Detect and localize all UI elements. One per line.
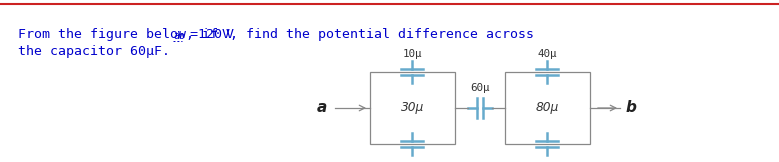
Text: the capacitor 60μF.: the capacitor 60μF. xyxy=(18,45,170,58)
Bar xyxy=(370,72,455,144)
Text: b: b xyxy=(626,100,637,116)
Text: From the figure below, if V: From the figure below, if V xyxy=(18,28,234,41)
Bar xyxy=(505,72,590,144)
Text: 10μ: 10μ xyxy=(403,49,422,59)
Text: ab: ab xyxy=(173,31,185,41)
Text: =120V, find the potential difference across: =120V, find the potential difference acr… xyxy=(182,28,534,41)
Text: a: a xyxy=(317,100,327,116)
Text: 80μ: 80μ xyxy=(536,102,559,115)
Text: 30μ: 30μ xyxy=(401,102,424,115)
Text: 60μ: 60μ xyxy=(471,83,490,93)
Text: 40μ: 40μ xyxy=(538,49,557,59)
